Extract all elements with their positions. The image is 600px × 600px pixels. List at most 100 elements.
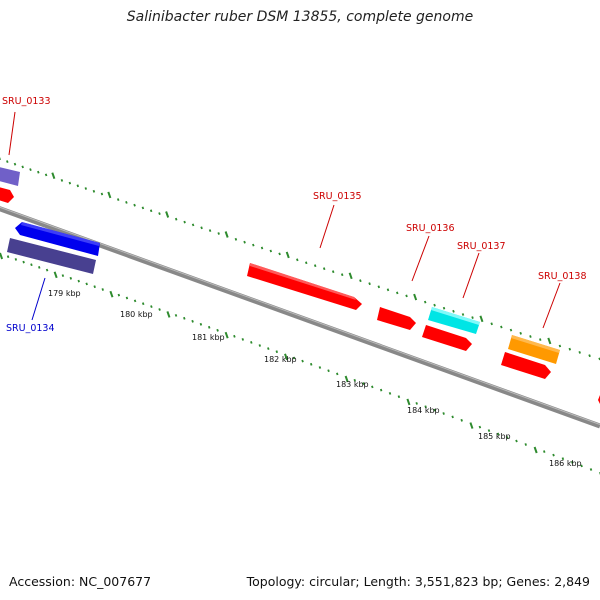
- minor-tick: [305, 261, 308, 265]
- minor-tick: [267, 347, 270, 351]
- major-tick: [285, 251, 290, 259]
- minor-tick: [69, 276, 73, 280]
- gene-sru-0138-other[interactable]: [508, 335, 560, 364]
- minor-tick: [269, 249, 273, 253]
- minor-tick: [496, 432, 500, 436]
- gene-sru-0134-cds[interactable]: [15, 222, 100, 256]
- minor-tick: [423, 300, 427, 304]
- major-tick: [165, 211, 170, 218]
- scale-label: 181 kbp: [192, 333, 225, 342]
- minor-tick: [377, 285, 381, 289]
- minor-tick: [38, 266, 41, 269]
- minor-tick: [336, 372, 339, 376]
- minor-tick: [442, 412, 445, 415]
- minor-tick: [150, 305, 153, 309]
- gene-label[interactable]: SRU_0134: [6, 323, 55, 334]
- scale-label: 182 kbp: [264, 355, 297, 364]
- minor-tick: [318, 366, 322, 369]
- gene-sru-0134-rna[interactable]: [7, 238, 96, 274]
- minor-tick: [353, 378, 356, 382]
- minor-tick: [37, 170, 40, 174]
- minor-tick: [260, 246, 264, 250]
- minor-tick: [208, 229, 212, 233]
- major-tick: [224, 331, 229, 339]
- major-tick: [284, 353, 289, 361]
- minor-tick: [76, 184, 80, 188]
- scale-label: 184 kbp: [407, 406, 440, 415]
- scale-labels: 179 kbp 180 kbp 181 kbp 182 kbp 183 kbp …: [48, 289, 582, 468]
- minor-tick: [451, 415, 454, 419]
- minor-tick: [506, 436, 509, 439]
- minor-tick: [405, 294, 408, 298]
- minor-tick: [60, 178, 64, 182]
- minor-tick: [61, 274, 65, 278]
- minor-tick: [174, 313, 178, 317]
- minor-tick: [217, 232, 220, 235]
- minor-tick: [397, 395, 401, 399]
- minor-tick: [539, 338, 542, 341]
- minor-tick: [471, 316, 474, 319]
- major-tick: [406, 398, 411, 406]
- minor-tick: [388, 391, 392, 395]
- map-title: Salinibacter ruber DSM 13855, complete g…: [126, 9, 474, 25]
- minor-tick: [371, 385, 374, 389]
- minor-tick: [200, 226, 203, 230]
- callout-lines: [8, 111, 561, 329]
- minor-tick: [487, 429, 491, 433]
- minor-tick: [515, 439, 518, 443]
- minor-tick: [424, 405, 427, 409]
- gene-label[interactable]: SRU_0138: [538, 271, 587, 282]
- minor-tick: [101, 288, 104, 291]
- minor-tick: [296, 258, 299, 262]
- major-tick: [413, 293, 418, 301]
- gene-sru-0137-cds[interactable]: [422, 325, 472, 351]
- minor-tick: [45, 268, 49, 272]
- minor-tick: [252, 243, 255, 247]
- gene-label[interactable]: SRU_0133: [2, 96, 51, 107]
- minor-tick: [433, 303, 436, 307]
- scale-label: 179 kbp: [48, 289, 81, 298]
- gene-sru-0138-cds[interactable]: [501, 352, 551, 379]
- gene-sru-0135-cds[interactable]: [247, 263, 362, 310]
- minor-tick: [379, 388, 383, 392]
- minor-tick: [241, 337, 245, 341]
- minor-tick: [258, 344, 262, 347]
- minor-tick: [100, 192, 104, 196]
- gene-sru-0137-trna[interactable]: [428, 307, 480, 334]
- major-tick: [344, 375, 349, 383]
- minor-tick: [234, 237, 238, 241]
- minor-tick: [578, 350, 581, 354]
- minor-tick: [183, 220, 186, 224]
- minor-tick: [183, 316, 186, 320]
- minor-tick: [141, 302, 145, 306]
- minor-tick: [233, 334, 236, 338]
- scale-label: 185 kbp: [478, 432, 511, 441]
- gene-label[interactable]: SRU_0137: [457, 241, 506, 252]
- gene-sru-0133-rna[interactable]: [0, 166, 20, 186]
- minor-tick: [275, 350, 279, 354]
- minor-tick: [21, 165, 24, 169]
- gene-label[interactable]: SRU_0136: [406, 223, 455, 234]
- minor-tick: [452, 309, 455, 313]
- minor-tick: [580, 464, 583, 468]
- minor-tick: [442, 306, 446, 310]
- minor-tick: [433, 408, 436, 412]
- minor-tick: [93, 285, 96, 289]
- outer-tick-ring: [0, 156, 600, 361]
- scale-label: 186 kbp: [549, 459, 582, 468]
- inner-tick-ring: [0, 252, 600, 476]
- major-tick: [469, 422, 474, 429]
- accession-text: Accession: NC_007677: [9, 574, 152, 589]
- minor-tick: [490, 322, 493, 326]
- gene-sru-0136-cds[interactable]: [377, 307, 416, 330]
- minor-tick: [313, 264, 317, 268]
- minor-tick: [278, 252, 281, 256]
- gene-sru-0133-cds[interactable]: [0, 186, 14, 203]
- minor-tick: [509, 328, 513, 332]
- gene-label[interactable]: SRU_0135: [313, 191, 362, 202]
- minor-tick: [301, 359, 304, 363]
- minor-tick: [14, 258, 18, 261]
- minor-tick: [29, 168, 32, 172]
- scale-label: 183 kbp: [336, 380, 369, 389]
